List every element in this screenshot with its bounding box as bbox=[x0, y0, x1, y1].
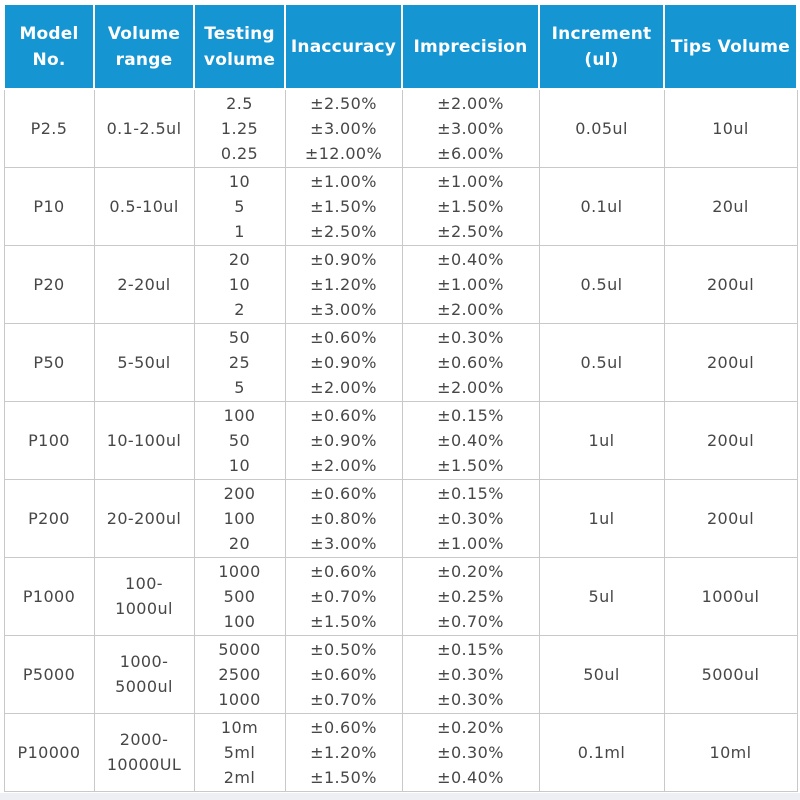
cell-tips-volume: 10ul bbox=[663, 88, 798, 168]
cell-imprecision: ±0.20% ±0.25% ±0.70% bbox=[401, 556, 540, 636]
table-row: P10000 2000- 10000UL 10m 5ml 2ml ±0.60% … bbox=[3, 712, 798, 792]
cell-imprecision: ±0.15% ±0.30% ±1.00% bbox=[401, 478, 540, 558]
cell-imprecision: ±2.00% ±3.00% ±6.00% bbox=[401, 88, 540, 168]
cell-inaccuracy: ±0.50% ±0.60% ±0.70% bbox=[284, 634, 403, 714]
cell-tips-volume: 200ul bbox=[663, 478, 798, 558]
col-header-inaccuracy: Inaccuracy bbox=[284, 3, 403, 90]
cell-inaccuracy: ±0.60% ±0.80% ±3.00% bbox=[284, 478, 403, 558]
cell-tips-volume: 20ul bbox=[663, 166, 798, 246]
table-body: P2.5 0.1-2.5ul 2.5 1.25 0.25 ±2.50% ±3.0… bbox=[3, 88, 798, 792]
cell-volume-range: 0.1-2.5ul bbox=[93, 88, 195, 168]
cell-testing-volume: 50 25 5 bbox=[193, 322, 286, 402]
cell-model-no: P5000 bbox=[3, 634, 95, 714]
cell-imprecision: ±0.20% ±0.30% ±0.40% bbox=[401, 712, 540, 792]
col-header-increment: Increment (ul) bbox=[538, 3, 665, 90]
pipette-spec-table: Model No. Volume range Testing volume In… bbox=[3, 3, 798, 792]
table-row: P1000 100- 1000ul 1000 500 100 ±0.60% ±0… bbox=[3, 556, 798, 636]
cell-model-no: P10 bbox=[3, 166, 95, 246]
cell-increment: 5ul bbox=[538, 556, 665, 636]
cell-inaccuracy: ±1.00% ±1.50% ±2.50% bbox=[284, 166, 403, 246]
table-row: P10 0.5-10ul 10 5 1 ±1.00% ±1.50% ±2.50%… bbox=[3, 166, 798, 246]
cell-model-no: P10000 bbox=[3, 712, 95, 792]
cell-volume-range: 2000- 10000UL bbox=[93, 712, 195, 792]
cell-increment: 50ul bbox=[538, 634, 665, 714]
cell-inaccuracy: ±0.90% ±1.20% ±3.00% bbox=[284, 244, 403, 324]
cell-imprecision: ±0.30% ±0.60% ±2.00% bbox=[401, 322, 540, 402]
cell-increment: 1ul bbox=[538, 478, 665, 558]
cell-model-no: P100 bbox=[3, 400, 95, 480]
cell-inaccuracy: ±2.50% ±3.00% ±12.00% bbox=[284, 88, 403, 168]
cell-volume-range: 10-100ul bbox=[93, 400, 195, 480]
cell-model-no: P2.5 bbox=[3, 88, 95, 168]
cell-testing-volume: 200 100 20 bbox=[193, 478, 286, 558]
cell-increment: 0.5ul bbox=[538, 322, 665, 402]
cell-volume-range: 1000- 5000ul bbox=[93, 634, 195, 714]
cell-inaccuracy: ±0.60% ±0.70% ±1.50% bbox=[284, 556, 403, 636]
cell-imprecision: ±0.40% ±1.00% ±2.00% bbox=[401, 244, 540, 324]
cell-inaccuracy: ±0.60% ±1.20% ±1.50% bbox=[284, 712, 403, 792]
col-header-tips-volume: Tips Volume bbox=[663, 3, 798, 90]
cell-volume-range: 5-50ul bbox=[93, 322, 195, 402]
cell-increment: 0.5ul bbox=[538, 244, 665, 324]
cell-imprecision: ±1.00% ±1.50% ±2.50% bbox=[401, 166, 540, 246]
cell-volume-range: 100- 1000ul bbox=[93, 556, 195, 636]
header-row: Model No. Volume range Testing volume In… bbox=[3, 3, 798, 90]
cell-increment: 0.1ul bbox=[538, 166, 665, 246]
cell-testing-volume: 5000 2500 1000 bbox=[193, 634, 286, 714]
cell-tips-volume: 200ul bbox=[663, 322, 798, 402]
cell-testing-volume: 10 5 1 bbox=[193, 166, 286, 246]
table-row: P20 2-20ul 20 10 2 ±0.90% ±1.20% ±3.00% … bbox=[3, 244, 798, 324]
cell-testing-volume: 10m 5ml 2ml bbox=[193, 712, 286, 792]
col-header-volume-range: Volume range bbox=[93, 3, 195, 90]
cell-testing-volume: 100 50 10 bbox=[193, 400, 286, 480]
cell-tips-volume: 5000ul bbox=[663, 634, 798, 714]
table-row: P200 20-200ul 200 100 20 ±0.60% ±0.80% ±… bbox=[3, 478, 798, 558]
cell-testing-volume: 20 10 2 bbox=[193, 244, 286, 324]
cell-imprecision: ±0.15% ±0.30% ±0.30% bbox=[401, 634, 540, 714]
cell-model-no: P50 bbox=[3, 322, 95, 402]
cell-tips-volume: 200ul bbox=[663, 400, 798, 480]
table-row: P5000 1000- 5000ul 5000 2500 1000 ±0.50%… bbox=[3, 634, 798, 714]
cell-model-no: P200 bbox=[3, 478, 95, 558]
cell-testing-volume: 1000 500 100 bbox=[193, 556, 286, 636]
cell-volume-range: 20-200ul bbox=[93, 478, 195, 558]
cell-volume-range: 0.5-10ul bbox=[93, 166, 195, 246]
cell-increment: 0.05ul bbox=[538, 88, 665, 168]
cell-volume-range: 2-20ul bbox=[93, 244, 195, 324]
col-header-model-no: Model No. bbox=[3, 3, 95, 90]
col-header-testing-volume: Testing volume bbox=[193, 3, 286, 90]
cell-inaccuracy: ±0.60% ±0.90% ±2.00% bbox=[284, 322, 403, 402]
cell-imprecision: ±0.15% ±0.40% ±1.50% bbox=[401, 400, 540, 480]
cell-inaccuracy: ±0.60% ±0.90% ±2.00% bbox=[284, 400, 403, 480]
cell-testing-volume: 2.5 1.25 0.25 bbox=[193, 88, 286, 168]
table-row: P50 5-50ul 50 25 5 ±0.60% ±0.90% ±2.00% … bbox=[3, 322, 798, 402]
cell-model-no: P20 bbox=[3, 244, 95, 324]
cell-model-no: P1000 bbox=[3, 556, 95, 636]
table-row: P100 10-100ul 100 50 10 ±0.60% ±0.90% ±2… bbox=[3, 400, 798, 480]
table-row: P2.5 0.1-2.5ul 2.5 1.25 0.25 ±2.50% ±3.0… bbox=[3, 88, 798, 168]
bottom-strip bbox=[0, 793, 800, 800]
cell-increment: 1ul bbox=[538, 400, 665, 480]
col-header-imprecision: Imprecision bbox=[401, 3, 540, 90]
cell-tips-volume: 10ml bbox=[663, 712, 798, 792]
cell-increment: 0.1ml bbox=[538, 712, 665, 792]
cell-tips-volume: 200ul bbox=[663, 244, 798, 324]
cell-tips-volume: 1000ul bbox=[663, 556, 798, 636]
